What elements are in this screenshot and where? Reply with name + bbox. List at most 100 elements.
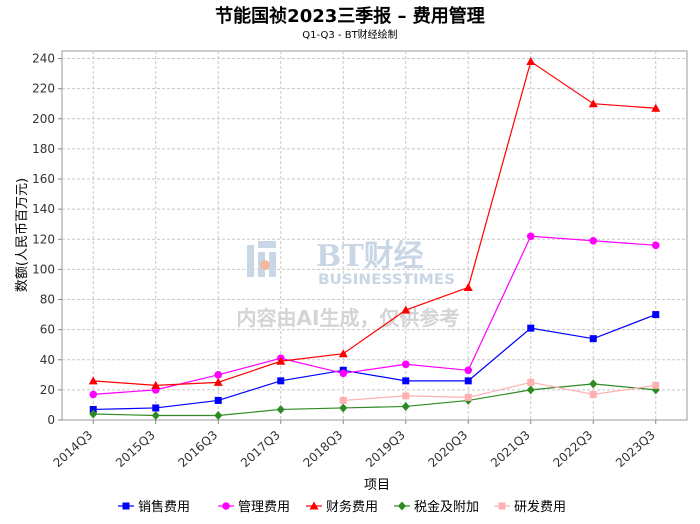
series-line	[93, 60, 656, 386]
data-point	[651, 103, 661, 112]
y-tick-label: 160	[32, 172, 55, 186]
watermark-notice: 内容由AI生成，仅供参考	[237, 306, 460, 330]
y-tick-label: 20	[40, 383, 55, 397]
y-tick-label: 240	[32, 52, 55, 66]
legend-marker	[122, 502, 130, 510]
data-point	[463, 282, 473, 291]
data-point	[89, 409, 98, 419]
data-point	[589, 236, 598, 245]
legend-item: 研发费用	[494, 499, 566, 515]
legend: 销售费用 管理费用 财务费用 税金及附加 研发费用	[118, 499, 566, 515]
data-point	[464, 366, 473, 375]
data-point	[89, 405, 97, 413]
watermark-logo-icon	[247, 241, 276, 277]
data-point	[464, 377, 472, 385]
data-point	[527, 378, 535, 386]
y-tick-label: 180	[32, 142, 55, 156]
series-layer	[88, 57, 661, 420]
data-point	[152, 404, 160, 412]
data-point	[88, 376, 98, 385]
data-point	[526, 57, 536, 66]
data-point	[401, 401, 410, 411]
y-tick-label: 80	[40, 293, 55, 307]
legend-label: 管理费用	[238, 500, 290, 515]
y-tick-label: 40	[40, 353, 55, 367]
legend-label: 税金及附加	[414, 499, 479, 515]
legend-item: 管理费用	[218, 500, 290, 515]
y-axis: 0 20 40 60 80 100 120 140 160 180 200 220 240	[32, 52, 62, 427]
legend-item: 税金及附加	[394, 499, 479, 515]
y-tick-label: 220	[32, 82, 55, 96]
x-axis-label: 项目	[364, 478, 390, 493]
y-tick-label: 200	[32, 112, 55, 126]
data-point	[213, 377, 223, 386]
data-point	[652, 381, 660, 389]
data-point	[652, 311, 660, 319]
data-point	[526, 232, 535, 241]
data-point	[214, 410, 223, 420]
watermark-brand: BT财经	[316, 239, 424, 274]
data-point	[526, 385, 535, 395]
x-tick-label: 2018Q3	[300, 428, 345, 470]
legend-label: 财务费用	[326, 499, 378, 515]
legend-marker	[498, 502, 506, 510]
series-4	[89, 379, 660, 420]
data-point	[339, 369, 348, 378]
watermark: BT财经 BUSINESSTIMES 内容由AI生成，仅供参考	[237, 239, 460, 330]
legend-marker	[398, 501, 406, 511]
series-line	[93, 235, 656, 395]
data-point	[339, 396, 347, 404]
legend-item: 财务费用	[306, 499, 378, 515]
x-tick-label: 2017Q3	[238, 428, 283, 470]
data-point	[214, 371, 223, 379]
data-point	[402, 392, 410, 400]
data-point	[338, 349, 348, 358]
legend-label: 研发费用	[514, 499, 566, 515]
series-line	[93, 383, 656, 417]
data-point	[402, 377, 410, 385]
data-point	[401, 360, 410, 369]
y-tick-label: 60	[40, 323, 55, 337]
x-tick-label: 2022Q3	[550, 428, 595, 470]
data-point	[151, 380, 161, 389]
x-tick-label: 2023Q3	[613, 428, 658, 470]
series-5	[339, 378, 660, 404]
data-point	[589, 379, 598, 389]
data-point	[589, 335, 597, 343]
data-point	[464, 393, 472, 401]
data-point	[651, 241, 660, 250]
data-point	[276, 404, 285, 414]
gridlines	[62, 51, 687, 420]
legend-marker	[222, 502, 230, 510]
x-tick-label: 2019Q3	[363, 428, 408, 470]
series-3	[88, 57, 661, 389]
plot-area	[61, 50, 688, 421]
data-point	[89, 390, 98, 399]
x-tick-label: 2016Q3	[175, 428, 220, 470]
x-tick-label: 2021Q3	[488, 428, 533, 470]
y-tick-label: 100	[32, 262, 55, 276]
legend-marker	[309, 501, 319, 510]
series-line	[343, 381, 656, 402]
data-point	[151, 410, 160, 420]
x-tick-label: 2015Q3	[113, 428, 158, 470]
watermark-brand-sub: BUSINESSTIMES	[318, 272, 455, 288]
x-tick-label: 2014Q3	[50, 428, 95, 470]
y-tick-label: 0	[47, 413, 55, 427]
series-line	[93, 314, 656, 411]
x-axis: 2014Q3 2015Q3 2016Q3 2017Q3 2018Q3 2019Q3 2020…	[50, 420, 658, 470]
y-tick-label: 140	[32, 202, 55, 216]
data-point	[527, 324, 535, 332]
legend-item: 销售费用	[118, 499, 190, 515]
x-tick-label: 2020Q3	[425, 428, 470, 470]
data-point	[588, 99, 598, 108]
y-axis-label: 数额(人民币百万元)	[15, 178, 30, 292]
y-tick-label: 120	[32, 232, 55, 246]
data-point	[339, 403, 348, 413]
series-1	[89, 311, 660, 413]
legend-label: 销售费用	[138, 499, 190, 515]
chart-title: 节能国祯2023三季报 – 费用管理	[215, 5, 485, 27]
data-point	[276, 356, 286, 365]
data-point	[401, 305, 411, 314]
